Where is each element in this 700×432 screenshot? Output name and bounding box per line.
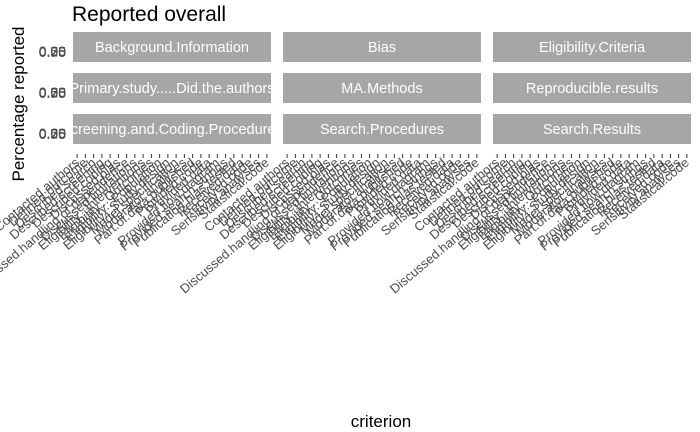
y-tick-label: 0.50 (39, 44, 66, 60)
y-tick-label: 0.50 (39, 85, 66, 101)
facet-strip-label: Primary.study.....Did.the.authors (70, 81, 275, 97)
facet-strip: Reproducible.results (493, 73, 691, 103)
y-tick-label: 0.00 (39, 43, 66, 59)
y-axis-label: Percentage reported (9, 27, 28, 182)
chart-title: Reported overall (72, 3, 226, 26)
facet-strip: Search.Results (493, 114, 691, 144)
facet-strip-label: Search.Results (543, 122, 641, 138)
facet-strip: Bias (283, 32, 481, 62)
facet-strip-label: Background.Information (95, 40, 249, 56)
facet-strip-label: Screening.and.Coding.Procedures (61, 122, 283, 138)
x-axis-label: criterion (351, 412, 411, 431)
y-tick-label: 0.25 (39, 43, 66, 59)
y-tick-label: 0.25 (39, 125, 66, 141)
y-tick-label: 0.00 (39, 125, 66, 141)
facet-layer: Background.Information Bias Eligibility.Cr… (0, 32, 692, 296)
facet-strip-label: Eligibility.Criteria (539, 40, 646, 56)
facet-strip: Background.Information (73, 32, 271, 62)
y-tick-label: 0.25 (39, 84, 66, 100)
facet-strip: MA.Methods (283, 73, 481, 103)
facet-strip-label: Search.Procedures (320, 122, 444, 138)
facet-strip-label: Bias (368, 40, 396, 56)
facet-strip: Primary.study.....Did.the.authors (70, 73, 275, 103)
y-tick-label: 0.75 (39, 85, 66, 101)
y-tick-label: 0.75 (39, 44, 66, 60)
facet-strip: Search.Procedures (283, 114, 481, 144)
facet-strip-label: Reproducible.results (526, 81, 658, 97)
y-tick-label: 0.00 (39, 84, 66, 100)
facet-strip: Eligibility.Criteria (493, 32, 691, 62)
y-tick-label: 0.75 (39, 126, 66, 142)
facet-strip: Screening.and.Coding.Procedures (61, 114, 283, 144)
facet-strip-label: MA.Methods (341, 81, 422, 97)
y-tick-label: 0.50 (39, 126, 66, 142)
